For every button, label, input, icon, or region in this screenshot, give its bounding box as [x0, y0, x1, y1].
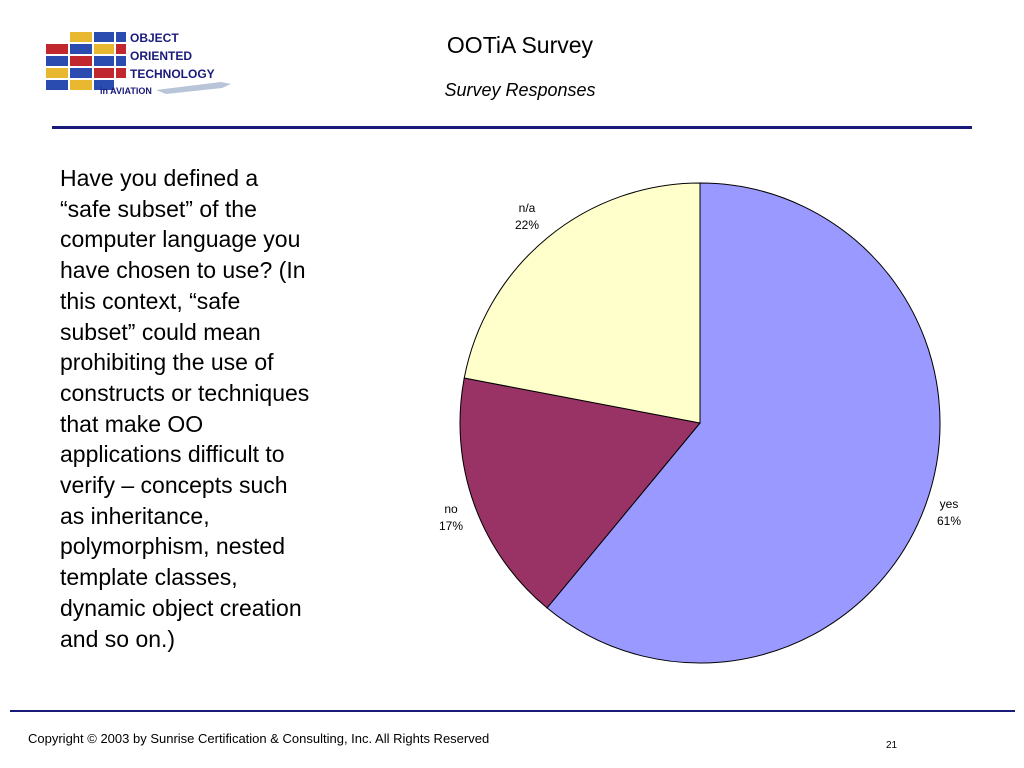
page-subtitle: Survey Responses	[444, 80, 596, 100]
slice-percent-yes: 61%	[937, 514, 961, 528]
footer-divider	[10, 710, 1015, 712]
slice-label-no: no	[444, 502, 458, 516]
copyright-notice: Copyright © 2003 by Sunrise Certificatio…	[28, 731, 490, 746]
page-number: 21	[886, 740, 898, 751]
pie-chart-svg: yes 61% no 17% n/a 22%	[439, 182, 961, 664]
page-title: OOTiA Survey	[446, 32, 594, 58]
pie-chart: yes 61% no 17% n/a 22%	[410, 170, 990, 680]
logo-line-1: OBJECT	[130, 31, 179, 45]
pie-slice-no	[459, 377, 701, 609]
ootia-logo: OBJECT ORIENTED TECHNOLOGY in AVIATION	[46, 30, 236, 100]
slice-label-yes: yes	[940, 497, 959, 511]
survey-question: Have you defined a “safe subset” of the …	[60, 165, 310, 652]
pie-slice-yes	[546, 182, 941, 664]
logo-line-4: in AVIATION	[100, 86, 152, 96]
slice-percent-no: 17%	[439, 519, 463, 533]
logo-line-2: ORIENTED	[130, 49, 192, 63]
slice-label-na: n/a	[519, 201, 536, 215]
logo-line-3: TECHNOLOGY	[130, 67, 215, 81]
header-divider	[52, 126, 972, 129]
slice-percent-na: 22%	[515, 218, 539, 232]
pie-slice-na	[463, 182, 701, 424]
